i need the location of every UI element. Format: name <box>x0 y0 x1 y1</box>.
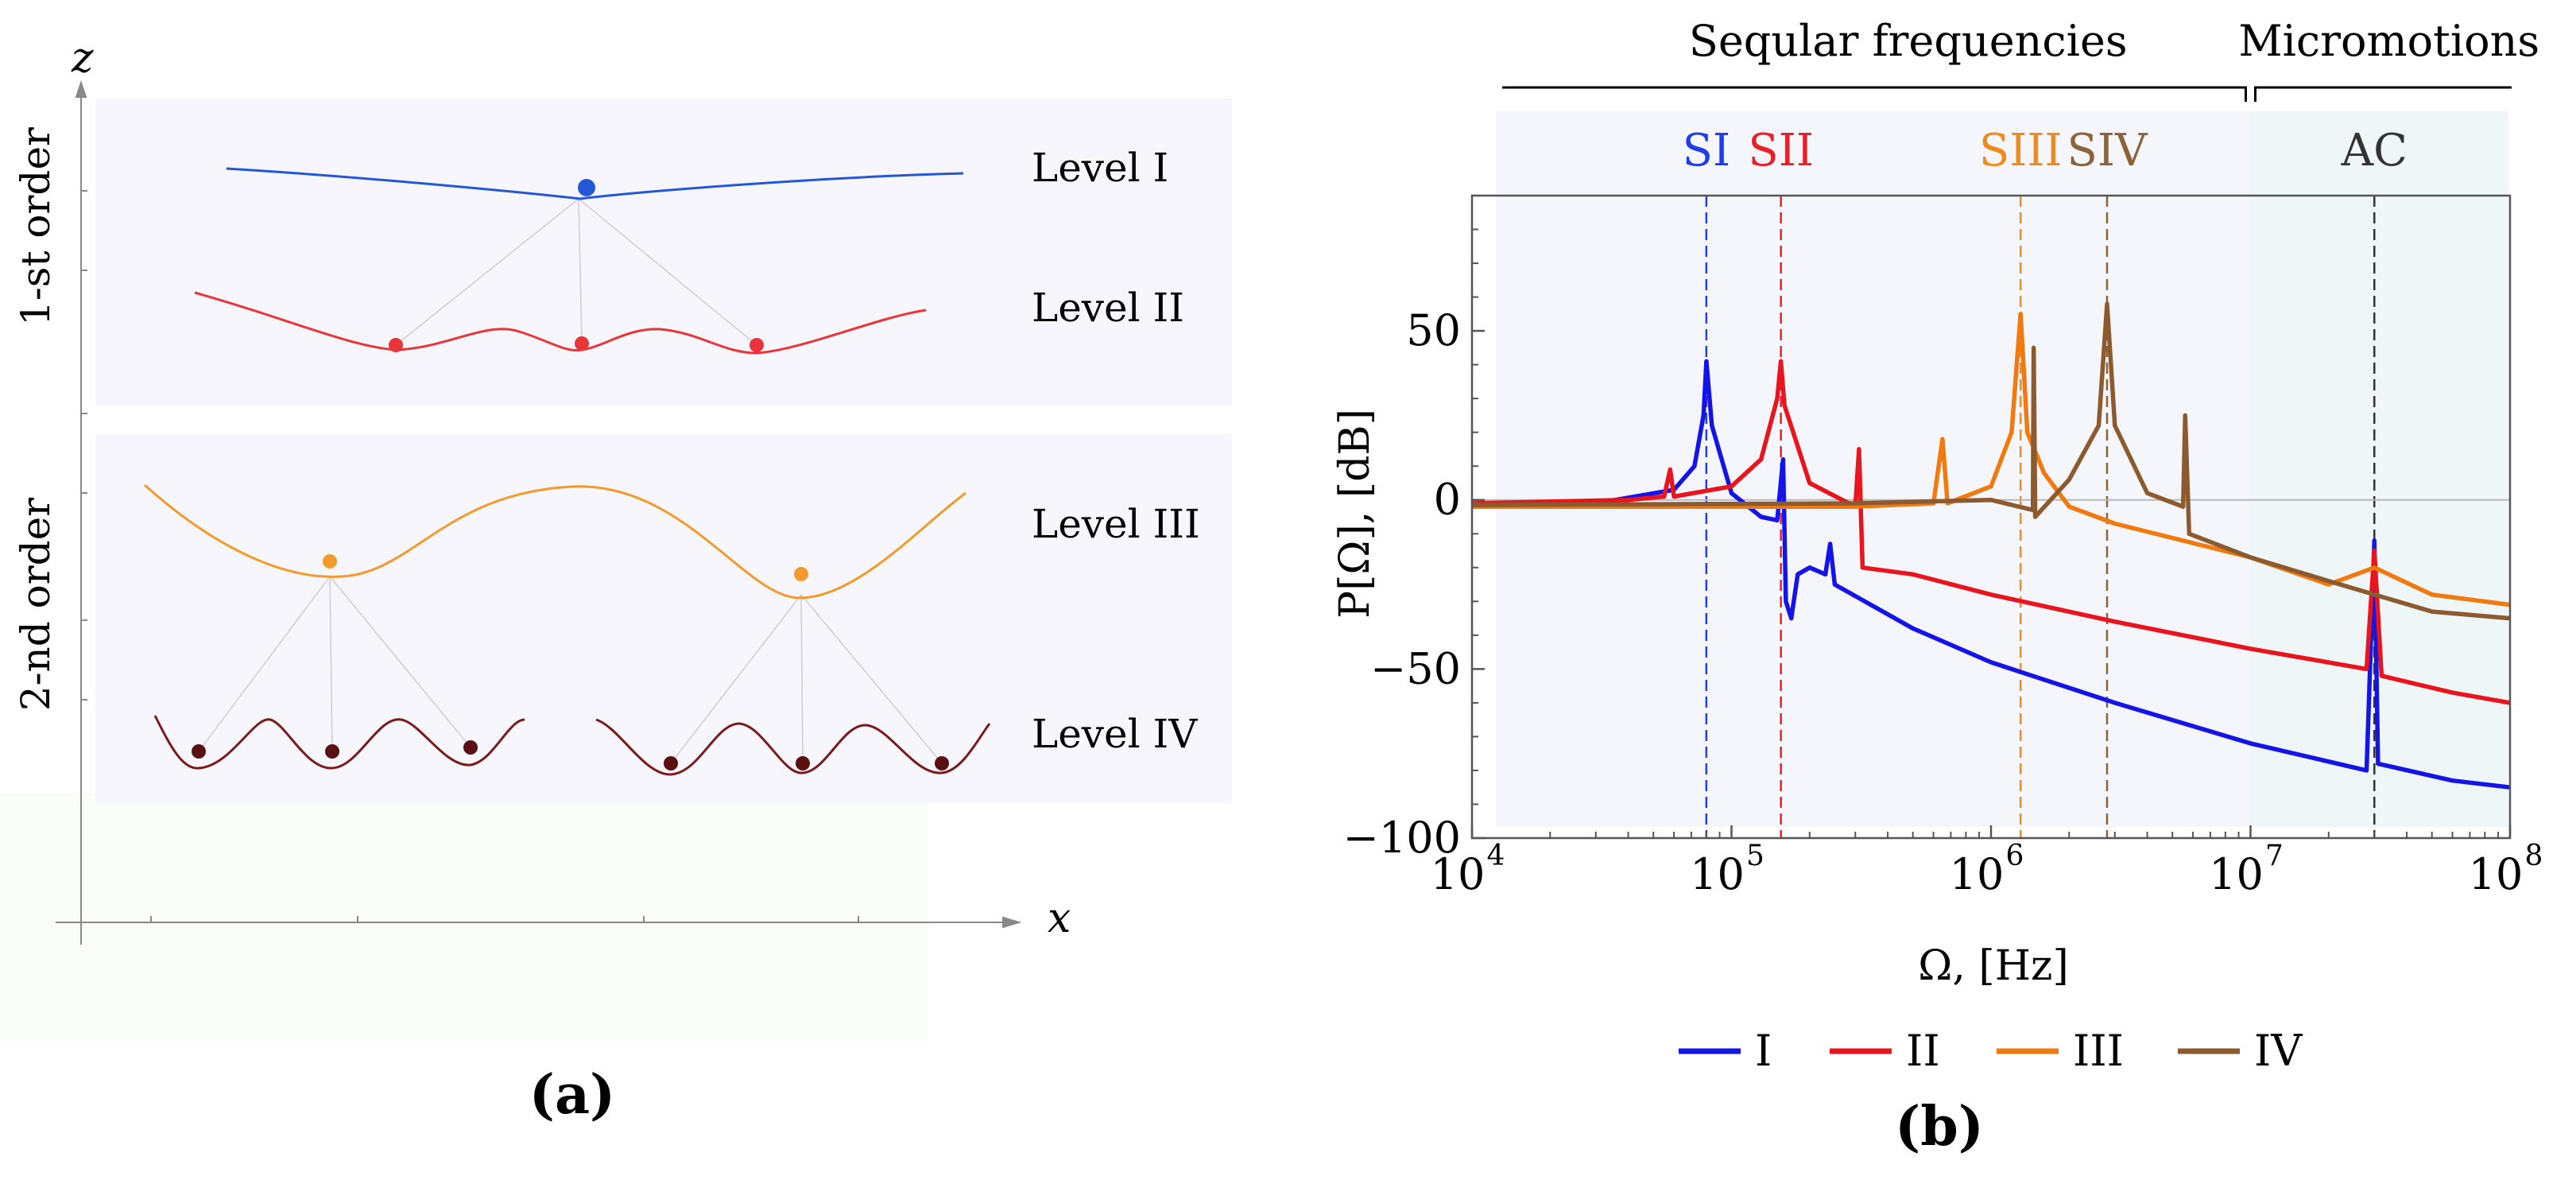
level-4-particle <box>664 756 678 770</box>
legend-label-iv: IV <box>2254 1026 2303 1076</box>
second-order-label: 2-nd order <box>13 498 59 711</box>
y-tick-label: 0 <box>1434 475 1461 525</box>
z-axis-arrow-icon <box>75 80 87 98</box>
level-4-particle <box>463 740 478 755</box>
x-tick-label: 10 <box>1690 849 1745 899</box>
secular-bracket <box>1502 86 2247 102</box>
marker-label-siv: SIV <box>2067 125 2148 177</box>
marker-label-ac: AC <box>2341 125 2407 177</box>
level-3-curve <box>143 483 966 600</box>
x-tick-exponent: 7 <box>2265 840 2284 872</box>
x-axis-ticks: 10 4 10 5 10 6 10 7 10 8 <box>1431 825 2543 899</box>
panel-a-bottom-band <box>0 794 928 1042</box>
x-tick-label: 10 <box>1431 849 1486 899</box>
marker-label-sii: SII <box>1748 125 1814 177</box>
level-3-particle <box>323 554 337 569</box>
panel-b-caption: (b) <box>1895 1095 1984 1159</box>
level-3-label: Level III <box>1032 501 1200 547</box>
level-4-particle <box>796 756 810 770</box>
level-4-particle <box>935 756 949 770</box>
x-axis-title: Ω, [Hz] <box>1918 942 2069 990</box>
x-tick-exponent: 4 <box>1487 840 1505 872</box>
x-tick-label: 10 <box>2469 849 2524 899</box>
level-3-particles <box>323 554 808 581</box>
level-4-particle <box>192 744 206 759</box>
level-2-label: Level II <box>1032 285 1184 331</box>
z-axis-label: z <box>71 34 94 82</box>
micromotion-region-background <box>2250 111 2508 827</box>
y-tick-label: −50 <box>1370 643 1461 693</box>
level-2-particles <box>389 336 764 352</box>
x-tick-label: 10 <box>2209 849 2264 899</box>
marker-label-siii: SIII <box>1979 125 2063 177</box>
level-4-particle <box>325 744 339 759</box>
level-2-particle <box>750 338 764 352</box>
x-tick-label: 10 <box>1950 849 2005 899</box>
level-1-label: Level I <box>1032 145 1168 191</box>
second-order-band <box>95 434 1232 803</box>
y-axis-ticks: 50 0 −50 −100 <box>1343 228 1485 863</box>
level-1-curve <box>226 167 964 200</box>
first-order-band <box>95 99 1232 406</box>
legend-label-iii: III <box>2073 1026 2124 1076</box>
legend-label-ii: II <box>1906 1026 1940 1076</box>
level-4-label: Level IV <box>1032 711 1198 757</box>
x-tick-exponent: 6 <box>2006 840 2024 872</box>
series-line-i <box>1471 359 2511 790</box>
y-tick-label: −100 <box>1343 813 1461 863</box>
level-4-curve <box>153 715 991 776</box>
marker-label-si: SI <box>1683 125 1730 177</box>
y-tick-label: 50 <box>1406 305 1461 355</box>
x-tick-exponent: 5 <box>1746 840 1764 872</box>
panel-a-ticks <box>81 190 859 922</box>
x-axis-label: x <box>1048 895 1071 942</box>
frequency-marker-labels: SI SII SIII SIV AC <box>1683 125 2407 177</box>
panel-a-axes <box>56 80 1022 945</box>
level-3-particle <box>794 567 808 581</box>
series-line-iv <box>1471 301 2511 621</box>
x-tick-exponent: 8 <box>2525 840 2543 872</box>
panel-b: Seqular frequencies Micromotions SI SII SI… <box>1331 16 2543 1159</box>
micromotion-region-label: Micromotions <box>2238 16 2539 66</box>
level-4-particles <box>192 740 949 770</box>
first-order-label: 1-st order <box>13 127 59 326</box>
region-brackets <box>1502 86 2512 102</box>
level-1-particle <box>578 179 595 196</box>
micromotion-bracket <box>2254 86 2512 102</box>
legend-label-i: I <box>1755 1026 1772 1076</box>
level-2-particle <box>575 336 589 351</box>
plot-series <box>1471 301 2511 790</box>
secular-region-label: Seqular frequencies <box>1689 16 2128 66</box>
y-axis-title: P[Ω], [dB] <box>1331 409 1379 619</box>
panel-a-caption: (a) <box>529 1063 615 1127</box>
panel-a: z x 1-st order 2-nd order <box>0 34 1232 1127</box>
x-axis-arrow-icon <box>1002 916 1022 929</box>
level-2-particle <box>389 338 403 352</box>
level-connections <box>198 198 943 764</box>
legend: I II III IV <box>1679 1026 2303 1076</box>
